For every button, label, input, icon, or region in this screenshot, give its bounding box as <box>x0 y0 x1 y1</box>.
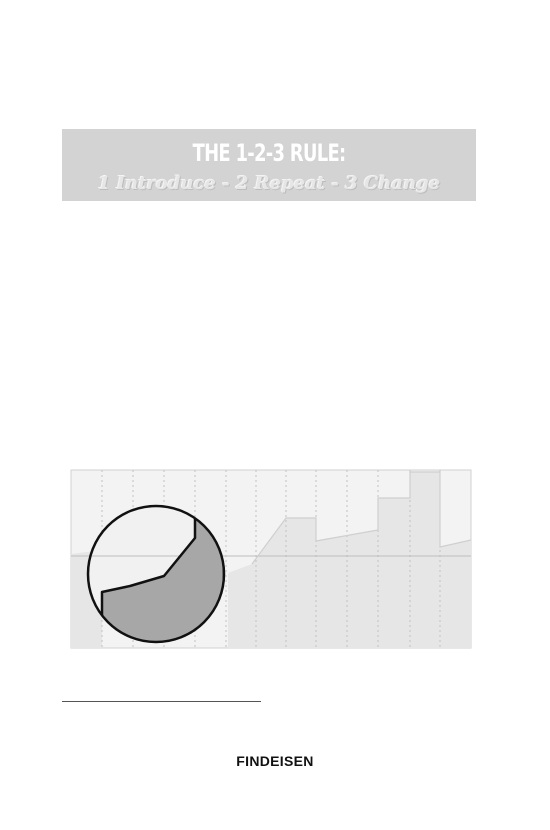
magnified-area-chart-figure <box>70 469 472 649</box>
magnified-region <box>88 506 224 642</box>
banner-title: THE 1-2-3 RULE: <box>192 139 347 167</box>
running-head: FINDEISEN <box>236 753 314 769</box>
rule-banner: THE 1-2-3 RULE: 1 Introduce - 2 Repeat -… <box>62 129 476 201</box>
banner-subtitle: 1 Introduce - 2 Repeat - 3 Change <box>97 173 441 194</box>
footnote-rule <box>62 701 261 702</box>
area-shape <box>71 472 471 648</box>
magnifier-circle <box>86 504 226 644</box>
area-edge <box>251 471 472 565</box>
